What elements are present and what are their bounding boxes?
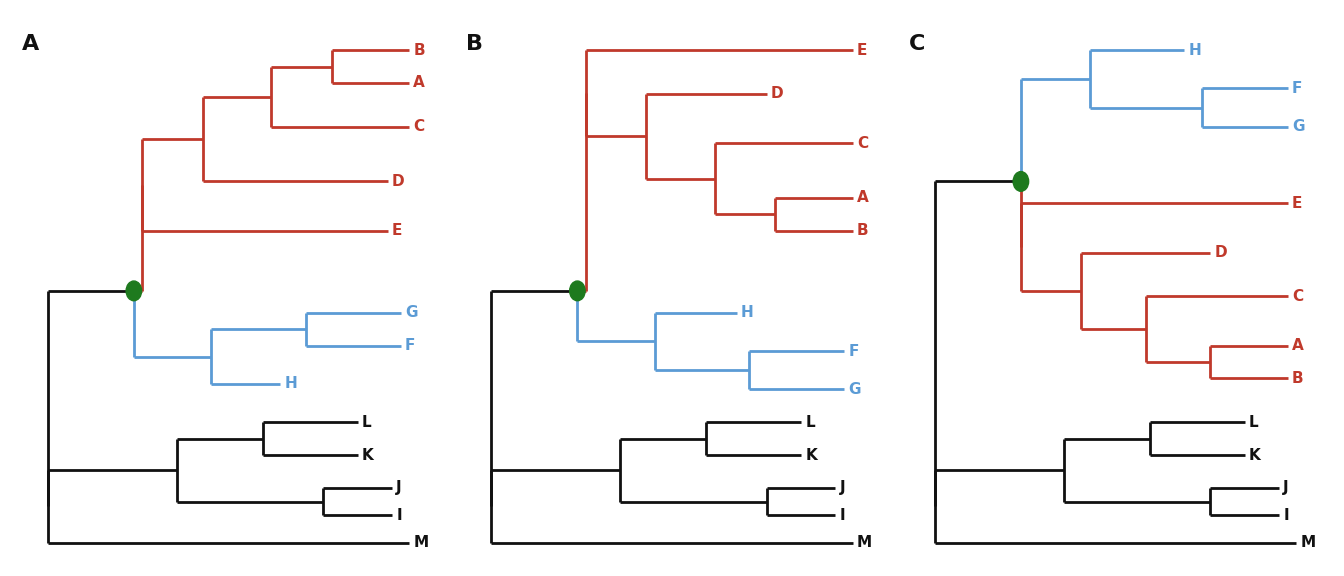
Text: D: D (392, 174, 405, 189)
Text: B: B (857, 223, 868, 238)
Text: G: G (405, 305, 418, 320)
Text: D: D (1215, 245, 1227, 260)
Text: L: L (805, 415, 814, 430)
Text: K: K (1249, 448, 1261, 463)
Text: M: M (414, 535, 429, 550)
Text: J: J (1284, 480, 1289, 495)
Text: G: G (1292, 119, 1305, 134)
Text: L: L (362, 415, 371, 430)
Circle shape (126, 281, 141, 301)
Text: C: C (1292, 289, 1302, 304)
Text: F: F (405, 338, 415, 353)
Text: J: J (840, 480, 845, 495)
Text: I: I (840, 507, 845, 523)
Text: B: B (1292, 371, 1304, 386)
Text: E: E (1292, 196, 1302, 211)
Text: C: C (857, 135, 868, 151)
Text: M: M (857, 535, 872, 550)
Text: H: H (741, 305, 754, 320)
Text: B: B (465, 34, 482, 54)
Text: D: D (771, 86, 784, 101)
Text: H: H (1188, 43, 1202, 58)
Text: K: K (362, 448, 374, 463)
Text: E: E (857, 43, 867, 58)
Text: E: E (392, 223, 402, 238)
Text: F: F (848, 343, 859, 359)
Text: B: B (414, 43, 425, 58)
Text: K: K (805, 448, 817, 463)
Text: A: A (1292, 338, 1304, 353)
Text: I: I (1284, 507, 1289, 523)
Text: A: A (22, 34, 39, 54)
Text: I: I (396, 507, 402, 523)
Text: C: C (909, 34, 926, 54)
Circle shape (570, 281, 585, 301)
Text: A: A (414, 75, 425, 90)
Text: C: C (414, 119, 425, 134)
Text: J: J (396, 480, 402, 495)
Text: M: M (1301, 535, 1316, 550)
Text: F: F (1292, 81, 1302, 96)
Circle shape (1013, 172, 1028, 191)
Text: A: A (857, 190, 868, 206)
Text: L: L (1249, 415, 1258, 430)
Text: H: H (285, 376, 297, 392)
Text: G: G (848, 382, 862, 397)
